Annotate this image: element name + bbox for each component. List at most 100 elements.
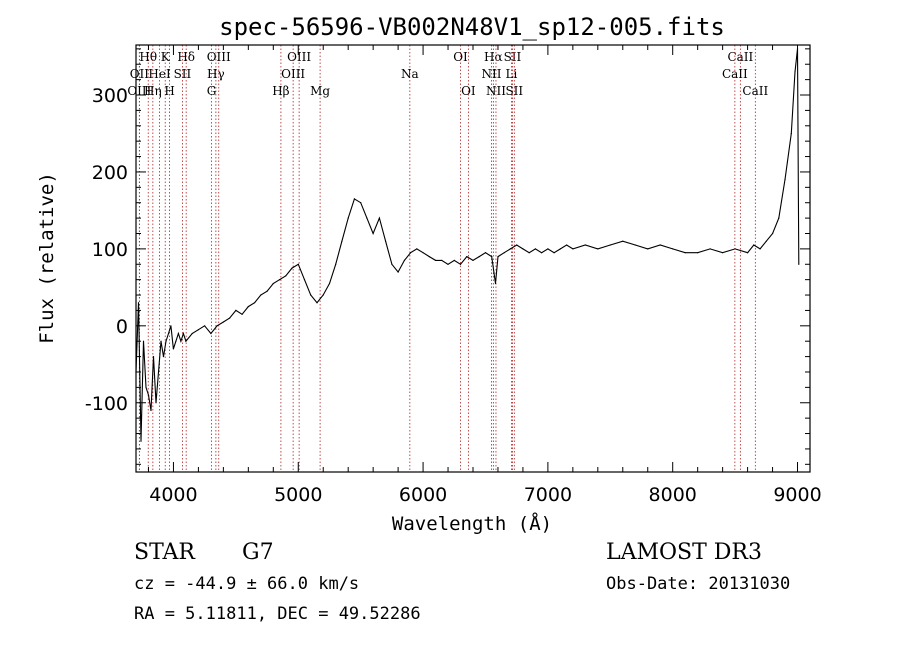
x-axis-label: Wavelength (Å) xyxy=(392,512,552,535)
spectrum-point-0-21 xyxy=(191,332,193,335)
plot-frame xyxy=(135,44,811,473)
y-tick-label: 0 xyxy=(116,316,128,338)
spectrum-point-0-30 xyxy=(247,306,249,308)
spectrum-series xyxy=(135,48,800,442)
y-axis-label: Flux (relative) xyxy=(36,172,58,344)
spectrum-point-0-32 xyxy=(260,294,262,296)
spectral-line-label-20: SII xyxy=(504,50,522,64)
spectrum-point-0-55 xyxy=(403,259,405,261)
spectrum-point-0-44 xyxy=(335,263,337,265)
spectrum-point-0-80 xyxy=(553,252,555,254)
spectral-line-label-3: Hη xyxy=(144,84,162,98)
spectral-line-label-18: OI xyxy=(461,84,476,98)
spectrum-point-0-3 xyxy=(142,340,145,342)
spectral-line-label-6: H xyxy=(164,84,174,98)
spectral-line-label-12: OIII xyxy=(287,50,311,64)
spectrum-point-0-16 xyxy=(175,340,177,342)
spectrum-point-0-39 xyxy=(303,279,306,281)
spectrum-point-0-58 xyxy=(422,252,424,254)
spectrum-point-0-57 xyxy=(416,248,418,250)
spectrum-point-0-35 xyxy=(278,279,281,281)
spectrum-point-0-42 xyxy=(322,294,324,296)
spectrum-point-0-54 xyxy=(397,271,399,273)
spectrum-point-0-59 xyxy=(428,256,430,258)
object-type: STAR xyxy=(134,540,196,565)
y-tick-label: 100 xyxy=(92,239,128,261)
spectrum-point-0-8 xyxy=(155,402,157,404)
spectrum-point-0-41 xyxy=(316,302,318,304)
spectrum-point-0-38 xyxy=(297,263,299,265)
spectrum-point-0-46 xyxy=(347,217,349,219)
spectrum-point-0-99 xyxy=(759,248,761,250)
spectrum-point-0-20 xyxy=(185,340,187,342)
axes: 4000 5000 6000 7000 8000 9000 -100 0 100 200 300 xyxy=(85,44,822,506)
spectrum-point-0-27 xyxy=(229,317,231,319)
spectral-line-label-11: G xyxy=(207,84,217,98)
spectrum-point-0-53 xyxy=(391,263,393,265)
spectrum-point-0-48 xyxy=(360,202,362,204)
spectrum-point-0-11 xyxy=(162,356,165,358)
spectrum-point-0-26 xyxy=(222,321,224,323)
spectrum-point-0-71 xyxy=(497,256,499,258)
y-tick-label: 200 xyxy=(92,162,128,184)
spectrum-point-0-29 xyxy=(241,313,243,315)
spectral-line-label-15: Mg xyxy=(310,84,330,98)
spectrum-point-0-24 xyxy=(210,332,212,335)
spectrum-point-0-56 xyxy=(410,252,412,254)
spectrum-point-0-40 xyxy=(310,294,312,296)
spectral-line-label-19: Hα xyxy=(484,50,503,64)
x-tick-label: 9000 xyxy=(773,484,821,506)
spectrum-point-0-33 xyxy=(266,290,268,292)
spectrum-point-0-107 xyxy=(798,263,800,265)
spectrum-point-0-50 xyxy=(372,232,374,235)
spectrum-point-0-98 xyxy=(753,244,755,246)
spectrum-point-0-60 xyxy=(435,259,437,261)
spectrum-point-0-15 xyxy=(172,348,174,350)
spectrum-point-0-34 xyxy=(272,282,274,285)
spectrum-point-0-22 xyxy=(197,329,199,331)
spectrum-point-0-5 xyxy=(147,394,150,396)
spectral-line-label-16: Na xyxy=(401,67,419,81)
spectrum-point-0-84 xyxy=(584,244,586,246)
spectrum-point-0-47 xyxy=(353,198,355,200)
spectrum-point-0-64 xyxy=(459,263,462,265)
spectrum-point-0-102 xyxy=(778,217,780,219)
spectral-line-label-17: OI xyxy=(453,50,468,64)
spectrum-point-0-49 xyxy=(366,217,368,219)
spectrum-point-0-69 xyxy=(491,256,493,258)
spectrum-point-0-37 xyxy=(291,267,293,269)
spectrum-point-0-101 xyxy=(772,232,774,235)
spectrum-point-0-100 xyxy=(765,240,767,242)
spectrum-point-0-95 xyxy=(722,252,724,254)
spectrum-point-0-94 xyxy=(709,248,711,250)
spectrum-point-0-52 xyxy=(385,240,387,242)
spectral-line-label-8: SII xyxy=(174,67,192,81)
spectrum-point-0-28 xyxy=(235,309,237,311)
survey-name: LAMOST DR3 xyxy=(606,540,762,565)
spectrum-point-0-14 xyxy=(170,325,172,327)
spectrum-point-0-45 xyxy=(341,240,343,242)
spectrum-line-0 xyxy=(135,48,800,442)
coords-text: RA = 5.11811, DEC = 49.52286 xyxy=(134,604,421,624)
spectral-line-label-14: Hβ xyxy=(272,84,289,98)
spectrum-point-0-87 xyxy=(622,240,624,242)
spectrum-point-0-1 xyxy=(137,302,140,304)
spectrum-point-0-96 xyxy=(734,248,736,250)
spectral-line-label-2: OIII xyxy=(127,84,151,98)
spectrum-point-0-51 xyxy=(378,217,380,219)
spectral-line-label-7: Hδ xyxy=(177,50,195,64)
spectrum-point-0-4 xyxy=(145,386,147,388)
spectrum-point-0-2 xyxy=(140,440,142,442)
spectral-line-label-4: K xyxy=(161,50,171,64)
spectrum-point-0-13 xyxy=(167,332,170,335)
spectrum-point-0-97 xyxy=(747,252,749,254)
x-tick-label: 6000 xyxy=(399,484,447,506)
spectral-line-label-9: OIII xyxy=(207,50,231,64)
spectral-line-label-5: HeI xyxy=(148,67,171,81)
spectrum-point-0-6 xyxy=(150,409,152,412)
x-tick-label: 4000 xyxy=(149,484,197,506)
chart-title: spec-56596-VB002N48V1_sp12-005.fits xyxy=(219,13,725,41)
spectrum-point-0-91 xyxy=(672,248,674,250)
